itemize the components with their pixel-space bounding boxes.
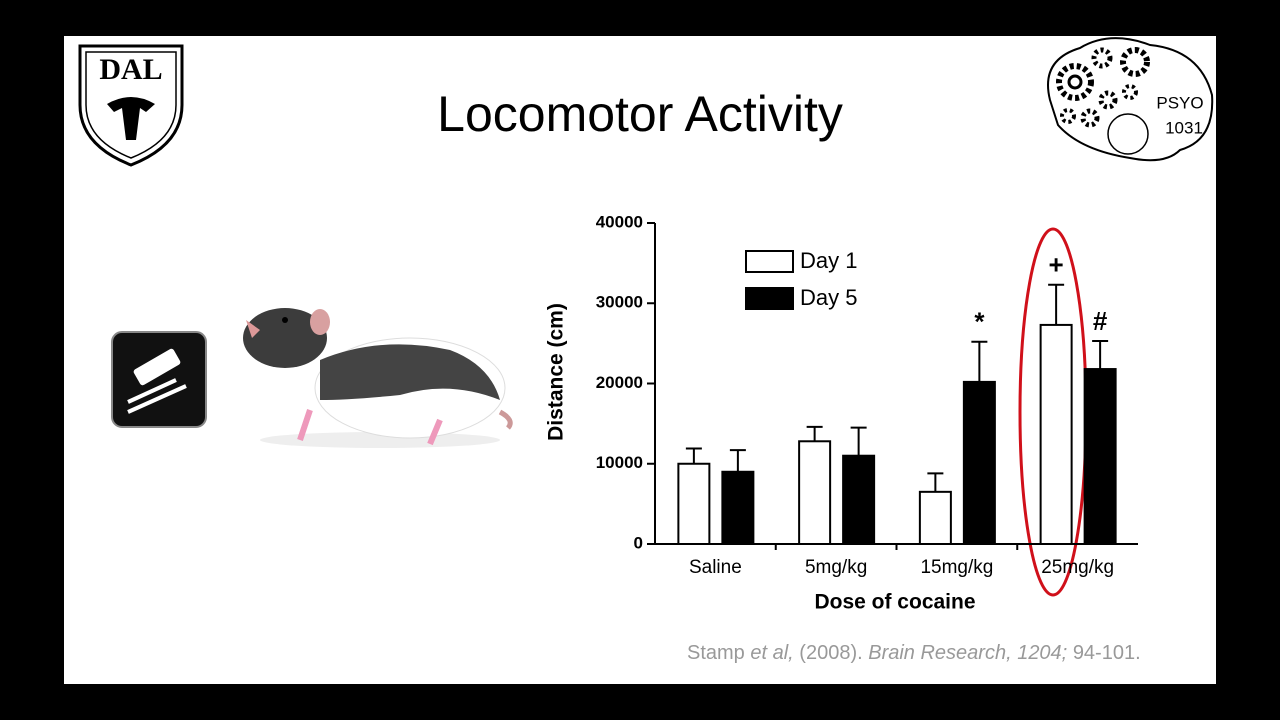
bar (962, 380, 996, 545)
slide (64, 36, 1216, 684)
citation-authors: Stamp (687, 642, 745, 664)
legend-label: Day 1 (800, 248, 857, 273)
razor-icon (111, 331, 207, 428)
significance-marker: # (1093, 306, 1108, 336)
chart: 0 10000 20000 30000 40000 Saline 5mg/kg 15mg/kg… (596, 212, 1138, 578)
legend-label: Day 5 (800, 285, 857, 310)
citation-journal: Brain Research, 1204; (868, 642, 1067, 664)
bar (842, 454, 876, 546)
bar (721, 470, 755, 545)
y-tick-label: 0 (634, 533, 643, 552)
logo-text: 1031 (1165, 118, 1203, 137)
citation-year: (2008). (799, 642, 862, 664)
bar (918, 490, 952, 545)
dal-logo: DAL (78, 44, 184, 167)
significance-marker: + (1049, 250, 1064, 280)
x-tick-label: 15mg/kg (920, 557, 993, 578)
x-axis-label: Dose of cocaine (814, 591, 975, 614)
y-tick-label: 10000 (596, 453, 643, 472)
rat-image (243, 308, 513, 448)
x-tick-label: 25mg/kg (1041, 557, 1114, 578)
citation-etal: et al, (750, 642, 793, 664)
bar (1039, 323, 1073, 546)
psyo-logo: PSYO 1031 (1047, 37, 1214, 162)
x-tick-label: Saline (689, 557, 742, 578)
citation-pages: 94-101. (1073, 642, 1141, 664)
y-axis-label: Distance (cm) (545, 303, 568, 441)
citation: Stamp et al, (2008). Brain Research, 120… (687, 642, 1141, 664)
y-tick-label: 30000 (596, 293, 643, 312)
logo-text: DAL (99, 53, 162, 86)
legend-swatch (745, 287, 794, 310)
bar (798, 440, 832, 545)
slide-title: Locomotor Activity (437, 86, 843, 142)
y-tick-label: 40000 (596, 212, 643, 231)
bar (1083, 368, 1117, 545)
bar (677, 462, 711, 545)
significance-marker: * (974, 307, 985, 337)
logo-text: PSYO (1156, 93, 1203, 112)
y-tick-label: 20000 (596, 373, 643, 392)
x-tick-label: 5mg/kg (805, 557, 867, 578)
legend-swatch (745, 250, 794, 273)
